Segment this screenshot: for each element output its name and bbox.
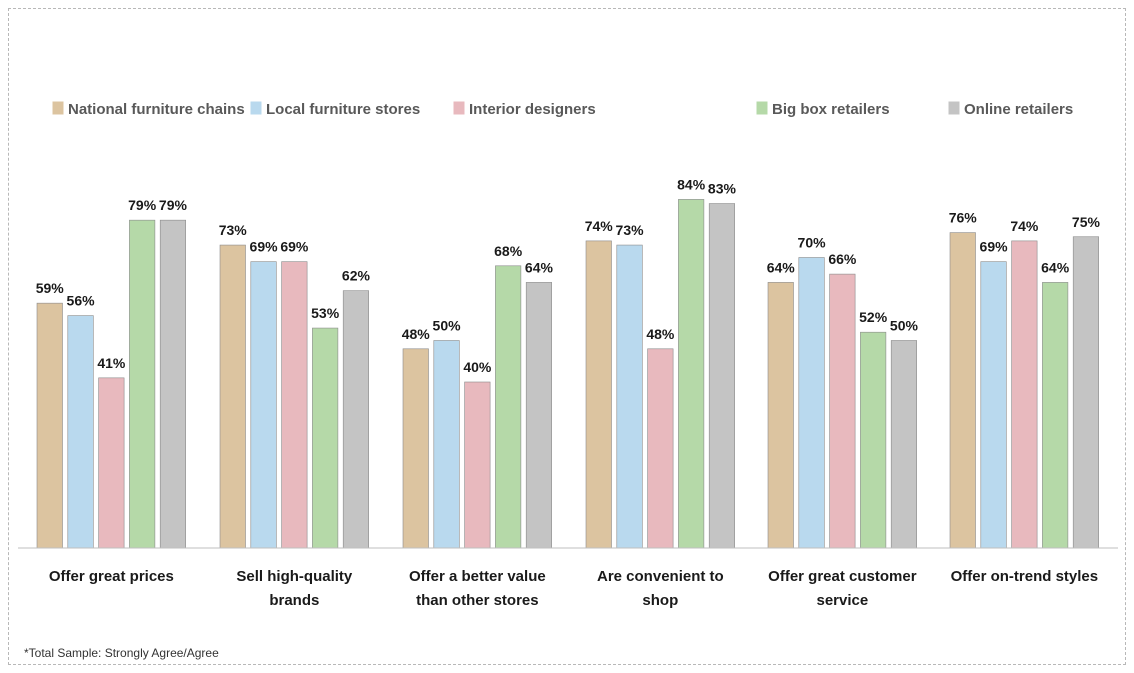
data-label: 76% xyxy=(949,210,978,226)
bar xyxy=(829,273,856,549)
bar xyxy=(342,290,370,549)
bar xyxy=(98,377,125,549)
bar xyxy=(647,348,674,549)
bar xyxy=(36,302,63,549)
category-label: Offer a better value than other stores xyxy=(409,568,546,609)
data-label: 64% xyxy=(1041,259,1070,275)
legend-label: Big box retailers xyxy=(772,101,890,118)
data-label: 79% xyxy=(128,197,157,213)
data-label: 73% xyxy=(219,222,248,238)
data-label: 50% xyxy=(433,318,462,334)
legend-label: Interior designers xyxy=(469,101,596,118)
legend-item: Big box retailers xyxy=(755,100,890,118)
data-label: 69% xyxy=(280,239,309,255)
bar xyxy=(616,244,643,549)
data-label: 73% xyxy=(616,222,645,238)
footnote: *Total Sample: Strongly Agree/Agree xyxy=(24,646,219,660)
legend-label: National furniture chains xyxy=(68,101,245,118)
bar xyxy=(860,331,887,549)
bar xyxy=(159,219,186,549)
legend-item: National furniture chains xyxy=(51,100,245,118)
legend-item: Online retailers xyxy=(947,100,1073,118)
bar xyxy=(1011,240,1038,549)
legend-label: Local furniture stores xyxy=(266,101,420,118)
legend-swatch xyxy=(452,100,466,116)
data-label: 69% xyxy=(250,239,279,255)
category-group: 59%56% 41% 79% 79% Offer great prices xyxy=(36,197,188,585)
data-label: 69% xyxy=(980,239,1009,255)
legend-swatch xyxy=(755,100,769,116)
legend: National furniture chains Local furniture… xyxy=(51,100,1073,118)
bar xyxy=(495,265,522,549)
bar xyxy=(464,381,491,549)
data-label: 75% xyxy=(1072,214,1101,230)
category-group: 64%70%66% 52%50% Offer great customer servi… xyxy=(767,235,919,610)
data-label: 64% xyxy=(767,259,796,275)
bar xyxy=(433,340,460,549)
bar xyxy=(281,261,308,549)
data-label: 66% xyxy=(828,251,857,267)
category-group: 74% 73% 48% 84% 83% Are convenient to shop xyxy=(585,176,737,609)
data-label: 48% xyxy=(402,326,431,342)
data-label: 53% xyxy=(311,305,340,321)
data-label: 64% xyxy=(525,259,554,275)
data-label: 56% xyxy=(67,293,96,309)
bar xyxy=(890,340,918,549)
bar xyxy=(402,348,429,549)
legend-swatch xyxy=(51,100,65,116)
legend-swatch xyxy=(947,100,961,116)
bar xyxy=(250,261,277,549)
data-label: 74% xyxy=(585,218,614,234)
category-label: Offer great prices xyxy=(49,568,174,585)
bar xyxy=(678,199,705,549)
data-label: 62% xyxy=(342,268,371,284)
data-label: 52% xyxy=(859,309,888,325)
bar xyxy=(129,219,156,549)
data-label: 41% xyxy=(97,355,126,371)
legend-item: Interior designers xyxy=(452,100,596,118)
legend-swatch xyxy=(249,100,263,116)
bar xyxy=(312,327,339,549)
data-label: 48% xyxy=(646,326,675,342)
data-label: 84% xyxy=(677,176,706,192)
legend-item: Local furniture stores xyxy=(249,100,420,118)
bar xyxy=(219,244,246,549)
data-label: 59% xyxy=(36,280,65,296)
category-label: Offer great customer service xyxy=(768,568,917,609)
bar xyxy=(525,282,553,549)
category-label: Are convenient to shop xyxy=(597,568,724,609)
chart-frame xyxy=(8,8,1126,665)
data-label: 40% xyxy=(463,359,492,375)
data-label: 79% xyxy=(159,197,188,213)
data-label: 68% xyxy=(494,243,523,259)
category-group: 48%50% 40% 68%64% Offer a better value than … xyxy=(402,243,554,609)
bar xyxy=(708,203,736,549)
bar xyxy=(798,257,825,549)
data-label: 70% xyxy=(798,235,827,251)
bar xyxy=(1072,236,1099,549)
bar xyxy=(585,240,612,549)
category-label: Sell high-quality brands xyxy=(236,568,352,609)
bar xyxy=(767,282,794,549)
bar xyxy=(67,315,94,549)
data-label: 83% xyxy=(708,181,737,197)
legend-label: Online retailers xyxy=(964,101,1073,118)
category-group: 73%69% 69%53%62%Sell high-quality brands xyxy=(219,222,371,609)
category-group: 76%69%74% 64% 75% Offer on-trend styles xyxy=(949,210,1101,585)
data-label: 74% xyxy=(1010,218,1039,234)
category-label: Offer on-trend styles xyxy=(951,568,1099,585)
bar xyxy=(949,232,976,549)
bar xyxy=(980,261,1007,549)
bar xyxy=(1042,282,1069,549)
data-label: 50% xyxy=(890,318,919,334)
